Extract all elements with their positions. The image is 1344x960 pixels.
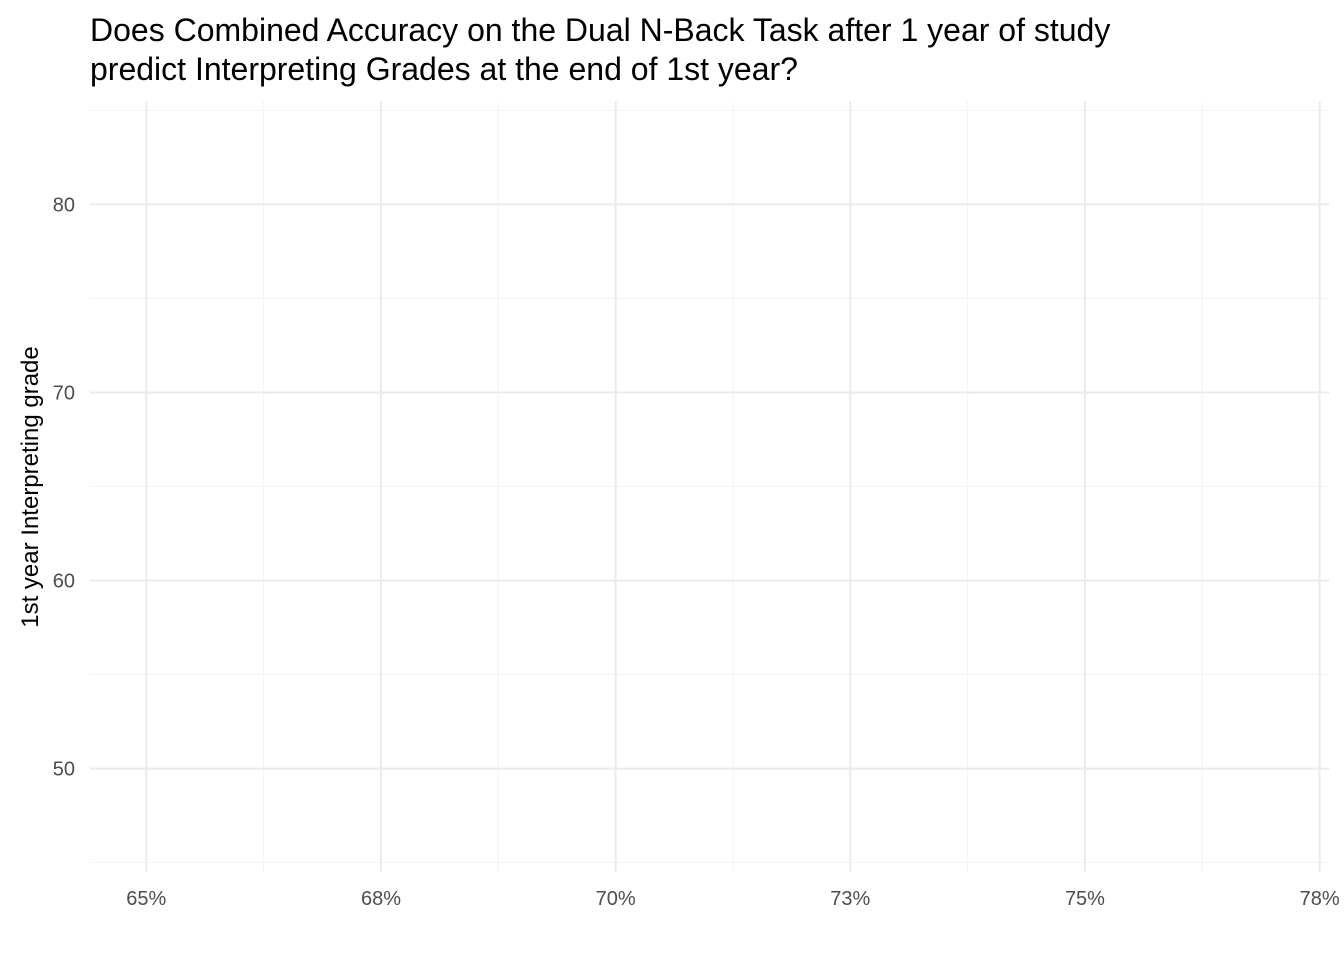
x-tick-label: 65% <box>126 888 166 910</box>
y-tick-label: 80 <box>53 194 75 216</box>
y-tick-label: 70 <box>53 382 75 404</box>
y-tick-label: 50 <box>53 759 75 781</box>
y-axis-tick-labels: 50 60 70 80 <box>53 194 75 780</box>
major-gridlines <box>90 101 1329 872</box>
x-tick-label: 68% <box>361 888 401 910</box>
x-tick-label: 75% <box>1065 888 1105 910</box>
x-tick-label: 70% <box>596 888 636 910</box>
minor-gridlines <box>90 101 1329 872</box>
y-tick-label: 60 <box>53 571 75 593</box>
x-axis-tick-labels: 65% 68% 70% 73% 75% 78% <box>126 888 1340 910</box>
x-tick-label: 78% <box>1300 888 1340 910</box>
chart-title-line-2: predict Interpreting Grades at the end o… <box>90 51 798 87</box>
chart-title: Does Combined Accuracy on the Dual N-Bac… <box>90 12 1110 87</box>
chart-title-line-1: Does Combined Accuracy on the Dual N-Bac… <box>90 12 1110 48</box>
x-tick-label: 73% <box>830 888 870 910</box>
y-axis-title: 1st year Interpreting grade <box>17 346 44 628</box>
